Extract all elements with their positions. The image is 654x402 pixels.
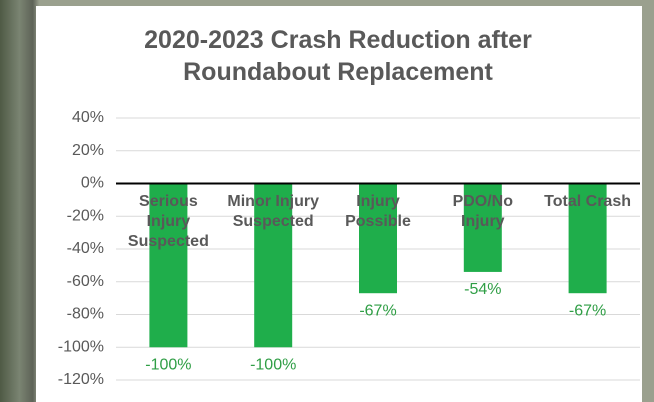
value-label: -67%: [359, 302, 396, 319]
y-tick-label: -60%: [67, 273, 104, 290]
chart-title: 2020-2023 Crash Reduction after Roundabo…: [108, 24, 568, 88]
y-tick-label: -100%: [58, 338, 104, 355]
y-tick-label: 0%: [81, 175, 104, 192]
category-label: Serious Injury Suspected: [118, 192, 218, 252]
y-tick-label: -20%: [67, 207, 104, 224]
value-label: -67%: [569, 302, 606, 319]
screenshot: 40% 20% 0% -20% -40% -60% -80% -100% -120% -100% -…: [0, 0, 654, 402]
value-label: -54%: [464, 281, 501, 298]
category-label: Minor Injury Suspected: [223, 192, 323, 232]
y-tick-label: -80%: [67, 306, 104, 323]
y-tick-label: -40%: [67, 240, 104, 257]
value-label: -100%: [250, 356, 296, 373]
y-tick-label: 20%: [72, 142, 104, 159]
value-label: -100%: [145, 356, 191, 373]
category-label: Total Crash: [538, 192, 638, 212]
category-label: Injury Possible: [328, 192, 428, 232]
y-tick-label: -120%: [58, 371, 104, 388]
y-tick-label: 40%: [72, 109, 104, 126]
category-label: PDO/No Injury: [433, 192, 533, 232]
